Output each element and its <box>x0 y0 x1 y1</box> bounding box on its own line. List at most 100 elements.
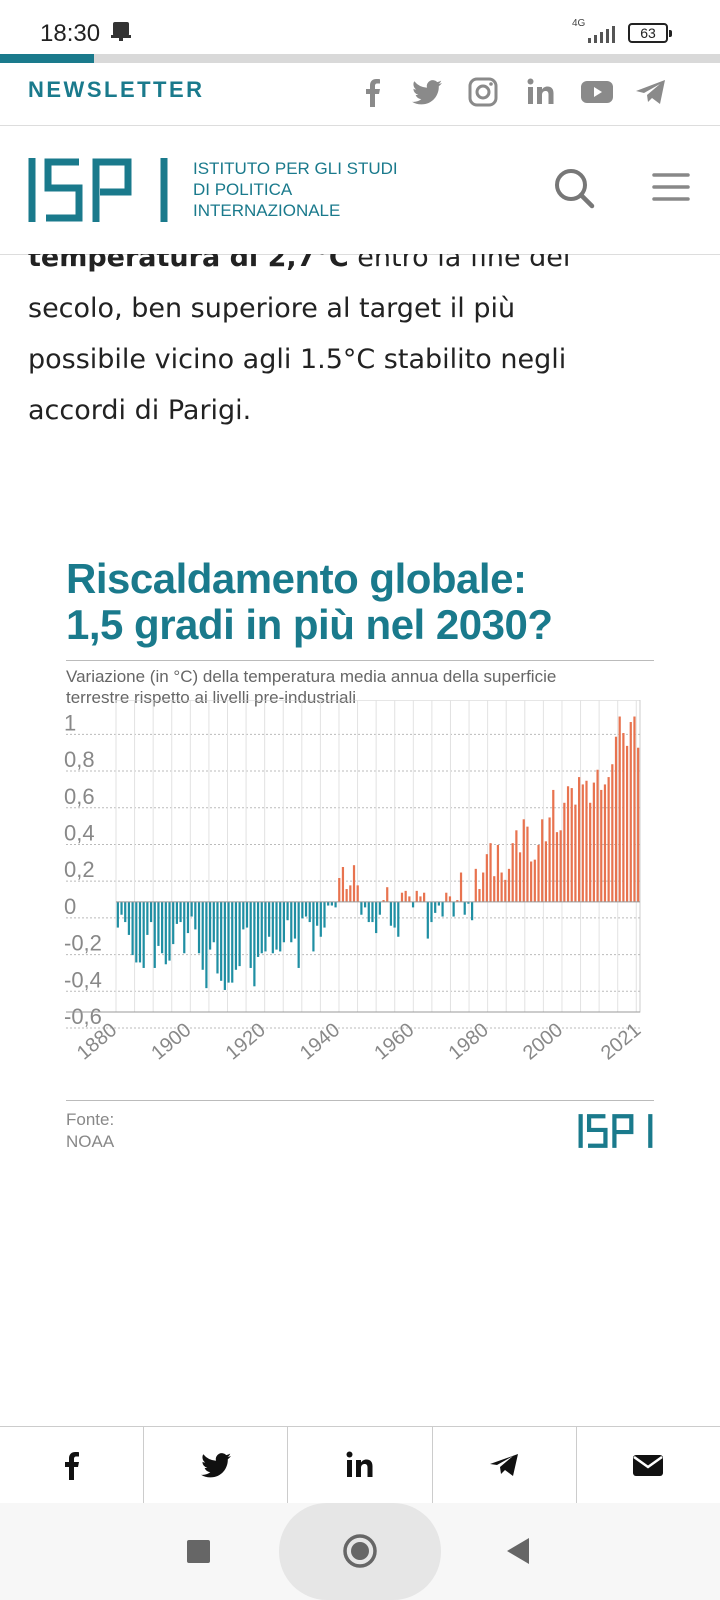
chart-bar <box>434 901 437 913</box>
chart-bar <box>574 804 577 902</box>
chart-bar <box>120 901 123 915</box>
chart-bar <box>437 901 440 906</box>
facebook-icon[interactable] <box>356 75 390 109</box>
chart-bar <box>426 901 429 939</box>
chart-bar <box>268 901 271 937</box>
chart-bar <box>600 789 603 902</box>
chart-bar <box>611 764 614 902</box>
chart-ytick-label: 0,6 <box>64 784 95 809</box>
chart-title-divider <box>66 660 654 661</box>
chart-xtick-label: 1960 <box>370 1019 418 1064</box>
chart-xtick-label: 1980 <box>445 1019 493 1064</box>
battery-icon: 63 <box>628 23 672 43</box>
chart-bar <box>408 896 411 902</box>
chart-bar <box>592 782 595 902</box>
chart-bar <box>522 819 525 902</box>
article-viewport: temperatura di 2,7°C entro la fine del s… <box>0 254 720 454</box>
top-bar: NEWSLETTER <box>0 63 720 126</box>
chart-bar <box>186 901 190 934</box>
chart-bar <box>386 887 389 902</box>
chart-bar <box>489 843 492 902</box>
chart-bar <box>548 817 551 902</box>
back-button[interactable] <box>505 1536 531 1566</box>
chart-bar <box>234 901 238 970</box>
chart-bar <box>279 901 282 952</box>
recent-apps-button[interactable] <box>187 1540 210 1563</box>
chart-bar <box>507 868 511 902</box>
ispi-logo[interactable] <box>28 154 170 226</box>
chart-bar <box>415 890 418 902</box>
chart-bar <box>131 901 134 956</box>
chart-bar <box>142 901 145 968</box>
email-share-button[interactable] <box>577 1427 720 1503</box>
chart-bar <box>493 876 496 902</box>
chart-bar <box>441 901 444 917</box>
chart-bar <box>389 901 393 926</box>
chart-bar <box>367 901 370 923</box>
chart-ytick-label: 0,4 <box>64 820 95 845</box>
chart-bar <box>485 854 488 902</box>
tagline-line-2: DI POLITICA <box>193 180 293 199</box>
chart-bar <box>585 780 588 902</box>
chart-bar <box>633 716 636 902</box>
chart-bar <box>264 901 267 952</box>
chart-bar <box>256 901 260 957</box>
status-time: 18:30 <box>40 20 101 47</box>
chart-bar <box>570 788 573 902</box>
chart-xtick-label: 1900 <box>147 1019 195 1064</box>
article-line-4: accordi di Parigi. <box>28 395 252 426</box>
article-line-3: possibile vicino agli 1.5°C stabilito ne… <box>28 344 567 375</box>
brand-tagline: ISTITUTO PER GLI STUDI DI POLITICA INTER… <box>193 158 398 221</box>
chart-title-line-2: 1,5 gradi in più nel 2030? <box>66 601 553 648</box>
chart-bar <box>482 872 485 902</box>
chart-bar <box>537 844 540 902</box>
chart-bar <box>208 901 212 950</box>
telegram-icon[interactable] <box>634 75 668 109</box>
linkedin-icon[interactable] <box>524 75 558 109</box>
twitter-share-button[interactable] <box>144 1427 289 1503</box>
newsletter-link[interactable]: NEWSLETTER <box>28 77 205 102</box>
menu-icon[interactable] <box>652 170 690 204</box>
system-nav-bar <box>0 1503 720 1600</box>
chart-bar <box>400 892 404 902</box>
chart-bar <box>223 901 226 990</box>
chart-bar <box>286 901 289 921</box>
chart-bar <box>566 786 570 902</box>
chart-bar <box>456 900 459 902</box>
facebook-share-button[interactable] <box>0 1427 145 1503</box>
chart-bar <box>205 901 208 989</box>
chart-bar <box>526 826 529 902</box>
youtube-icon[interactable] <box>580 75 614 109</box>
telegram-share-button[interactable] <box>433 1427 577 1503</box>
twitter-icon[interactable] <box>410 75 444 109</box>
linkedin-share-button[interactable] <box>288 1427 433 1503</box>
chart-ytick-label: 0,2 <box>64 857 95 882</box>
search-icon[interactable] <box>552 166 596 210</box>
signal-icon <box>588 26 615 43</box>
chart-bar <box>552 789 555 902</box>
chart-bar <box>629 722 632 902</box>
chart-bar <box>242 901 245 930</box>
chart-ytick-label: -0,4 <box>64 967 102 992</box>
chart-bar <box>430 901 433 923</box>
article-body: temperatura di 2,7°C entro la fine del s… <box>28 254 688 436</box>
chart-bar <box>459 872 463 902</box>
chart-bar <box>375 901 378 934</box>
chart-bar <box>345 889 348 902</box>
chart-bar <box>179 901 182 923</box>
chart-bar <box>271 901 274 954</box>
chart-bar <box>637 747 640 902</box>
chart-bar <box>474 868 477 902</box>
chart-bar <box>341 867 345 902</box>
chart-bar <box>352 865 356 902</box>
chart-bar <box>382 900 385 902</box>
home-button[interactable] <box>342 1533 378 1569</box>
chart-ytick-label: -0,2 <box>64 931 102 956</box>
chart-bar <box>448 896 452 902</box>
chart-bar <box>127 901 131 935</box>
instagram-icon[interactable] <box>466 75 500 109</box>
chart-bar <box>334 901 337 908</box>
chart-bar <box>135 901 138 963</box>
chart-xtick-label: 1920 <box>222 1019 270 1064</box>
